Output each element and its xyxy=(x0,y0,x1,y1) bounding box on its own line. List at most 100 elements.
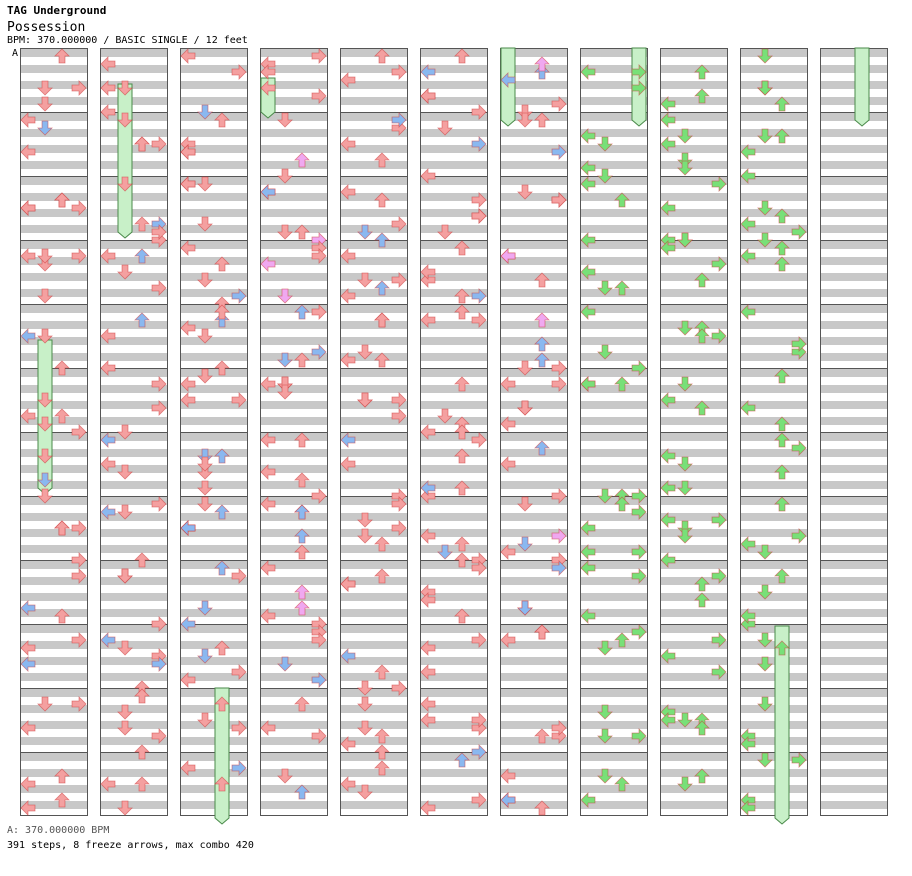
step-arrow xyxy=(54,360,70,376)
step-arrow xyxy=(711,664,727,680)
step-arrow xyxy=(694,88,710,104)
gray-band xyxy=(660,257,728,265)
step-arrow xyxy=(151,280,167,296)
step-arrow xyxy=(197,272,213,288)
step-arrow xyxy=(277,352,293,368)
gray-band xyxy=(100,529,168,537)
gray-band xyxy=(580,769,648,777)
gray-band xyxy=(740,433,808,441)
gray-band xyxy=(820,289,888,297)
gray-band xyxy=(660,705,728,713)
step-arrow xyxy=(374,760,390,776)
gray-band xyxy=(180,449,248,457)
step-arrow xyxy=(311,672,327,688)
gray-band xyxy=(180,481,248,489)
step-arrow xyxy=(614,376,630,392)
gray-band xyxy=(500,273,568,281)
step-arrow xyxy=(231,392,247,408)
gray-band xyxy=(20,481,88,489)
gray-band xyxy=(660,625,728,633)
step-arrow xyxy=(614,192,630,208)
gray-band xyxy=(100,433,168,441)
gray-band xyxy=(20,113,88,121)
gray-band xyxy=(500,225,568,233)
gray-band xyxy=(660,113,728,121)
gray-band xyxy=(500,705,568,713)
gray-band xyxy=(740,449,808,457)
gray-band xyxy=(420,785,488,793)
gray-band xyxy=(820,465,888,473)
gray-band xyxy=(180,433,248,441)
gray-band xyxy=(500,545,568,553)
gray-band xyxy=(180,305,248,313)
gray-band xyxy=(820,305,888,313)
gray-band xyxy=(820,273,888,281)
gray-band xyxy=(100,81,168,89)
gray-band xyxy=(820,129,888,137)
step-arrow xyxy=(180,144,196,160)
step-arrow xyxy=(37,488,53,504)
gray-band xyxy=(580,689,648,697)
gray-band xyxy=(660,289,728,297)
gray-band xyxy=(340,769,408,777)
gray-band xyxy=(820,65,888,73)
gray-band xyxy=(580,353,648,361)
step-arrow xyxy=(134,552,150,568)
step-arrow xyxy=(614,280,630,296)
step-arrow xyxy=(774,464,790,480)
gray-band xyxy=(660,657,728,665)
gray-band xyxy=(340,129,408,137)
step-arrow xyxy=(20,408,36,424)
step-arrow xyxy=(340,776,356,792)
gray-band xyxy=(820,625,888,633)
step-arrow xyxy=(631,568,647,584)
step-arrow xyxy=(100,248,116,264)
step-arrow xyxy=(20,776,36,792)
step-arrow xyxy=(757,80,773,96)
gray-band xyxy=(420,177,488,185)
gray-band xyxy=(260,289,328,297)
step-arrow xyxy=(454,304,470,320)
step-arrow xyxy=(757,584,773,600)
gray-band xyxy=(420,353,488,361)
step-arrow xyxy=(597,728,613,744)
step-arrow xyxy=(151,376,167,392)
step-arrow xyxy=(357,272,373,288)
gray-band xyxy=(100,113,168,121)
gray-band xyxy=(260,49,328,57)
gray-band xyxy=(100,49,168,57)
gray-band xyxy=(20,177,88,185)
gray-band xyxy=(740,177,808,185)
chart-stats: 391 steps, 8 freeze arrows, max combo 42… xyxy=(7,840,254,851)
gray-band xyxy=(580,49,648,57)
step-arrow xyxy=(260,464,276,480)
gray-band xyxy=(260,209,328,217)
step-arrow xyxy=(100,104,116,120)
step-arrow xyxy=(391,680,407,696)
gray-band xyxy=(660,641,728,649)
step-arrow xyxy=(151,224,167,240)
step-arrow xyxy=(374,744,390,760)
gray-band xyxy=(180,289,248,297)
step-arrow xyxy=(151,728,167,744)
gray-band xyxy=(340,113,408,121)
gray-band xyxy=(420,657,488,665)
gray-band xyxy=(420,753,488,761)
gray-band xyxy=(740,113,808,121)
gray-band xyxy=(500,97,568,105)
gray-band xyxy=(660,97,728,105)
gray-band xyxy=(500,433,568,441)
gray-band xyxy=(260,465,328,473)
gray-band xyxy=(500,769,568,777)
gray-band xyxy=(100,177,168,185)
step-arrow xyxy=(420,664,436,680)
gray-band xyxy=(740,545,808,553)
gray-band xyxy=(260,689,328,697)
gray-band xyxy=(100,305,168,313)
gray-band xyxy=(580,641,648,649)
gray-band xyxy=(820,577,888,585)
step-arrow xyxy=(151,400,167,416)
gray-band xyxy=(500,689,568,697)
step-arrow xyxy=(100,776,116,792)
step-arrow xyxy=(517,400,533,416)
